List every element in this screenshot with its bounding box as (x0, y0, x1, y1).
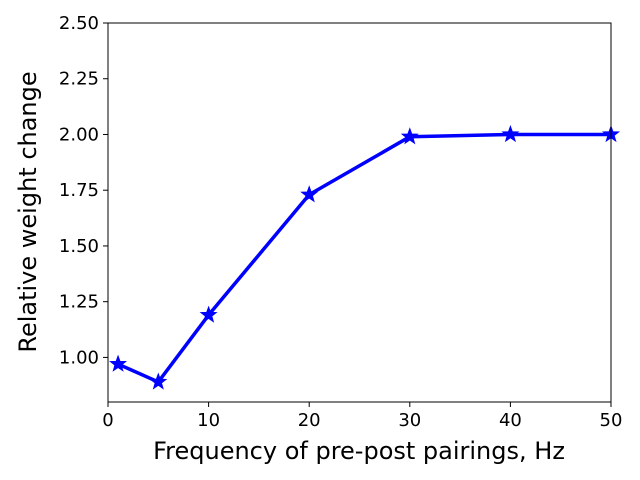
y-tick-label: 1.25 (59, 292, 99, 313)
x-tick-label: 0 (102, 410, 113, 431)
x-tick-label: 50 (600, 410, 623, 431)
y-tick-label: 2.25 (59, 69, 99, 90)
x-tick-label: 30 (398, 410, 421, 431)
x-axis-label: Frequency of pre-post pairings, Hz (153, 437, 565, 465)
y-tick-label: 1.00 (59, 347, 99, 368)
y-tick-label: 1.75 (59, 180, 99, 201)
data-point-star-marker (109, 354, 128, 372)
axes-frame (107, 22, 612, 403)
x-tick-label: 20 (298, 410, 321, 431)
plot-area (109, 125, 621, 390)
y-tick-label: 2.00 (59, 124, 99, 145)
y-axis-label: Relative weight change (14, 71, 42, 352)
x-tick-label: 40 (499, 410, 522, 431)
series-line (116, 132, 613, 384)
data-point-star-marker (400, 127, 419, 145)
y-tick-label: 2.50 (59, 13, 99, 34)
data-point-star-marker (149, 372, 168, 390)
y-tick-label: 1.50 (59, 236, 99, 257)
y-axis-ticks: 1.00 1.25 1.50 1.75 2.00 2.25 2.50 (59, 13, 108, 368)
data-point-star-marker (300, 185, 319, 203)
x-tick-label: 10 (197, 410, 220, 431)
data-point-star-marker (199, 305, 218, 323)
x-axis-ticks: 0 10 20 30 40 50 (102, 402, 622, 431)
data-point-star-marker (501, 125, 520, 143)
